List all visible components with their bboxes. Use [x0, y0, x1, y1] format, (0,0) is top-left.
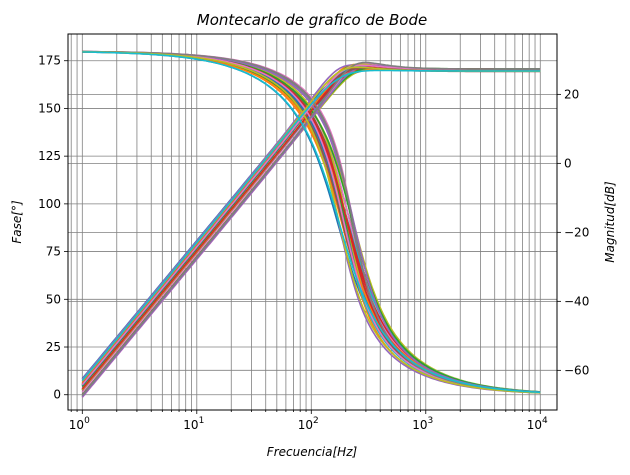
- y-left-tick-label: 75: [46, 245, 61, 259]
- tick-group: 0 25 50 75 100 125 150 175 −60 −40 −20 0 20 100 101 102…: [38, 54, 589, 432]
- y-right-tick-label: −60: [564, 363, 589, 377]
- x-tick-label: 103: [412, 416, 433, 432]
- y-right-tick-label: −40: [564, 294, 589, 308]
- y-left-tick-label: 150: [38, 101, 61, 115]
- y-left-tick-label: 0: [53, 388, 61, 402]
- x-tick-label: 104: [527, 416, 548, 432]
- x-tick-label: 102: [298, 416, 319, 432]
- phase-series-line: [82, 50, 541, 394]
- x-axis-label: Frecuencia[Hz]: [267, 445, 358, 459]
- y-left-tick-label: 175: [38, 54, 61, 68]
- x-tick-label: 100: [69, 416, 90, 432]
- y-left-tick-label: 100: [38, 197, 61, 211]
- y-left-axis-label: Fase[°]: [10, 200, 24, 244]
- series-group: [81, 50, 541, 398]
- plot-frame: [67, 33, 558, 411]
- y-left-tick-label: 25: [46, 340, 61, 354]
- y-right-tick-label: 20: [564, 87, 579, 101]
- y-right-tick-label: −20: [564, 225, 589, 239]
- y-right-tick-label: 0: [564, 156, 572, 170]
- magnitude-series-line: [81, 69, 541, 382]
- y-right-axis-label: Magnitud[dB]: [603, 181, 617, 263]
- y-left-tick-label: 50: [46, 292, 61, 306]
- magnitude-series-line: [81, 61, 541, 397]
- phase-series-line: [82, 51, 541, 394]
- chart-title: Montecarlo de grafico de Bode: [197, 11, 427, 29]
- x-tick-label: 101: [183, 416, 204, 432]
- grid: [68, 34, 557, 410]
- y-left-tick-label: 125: [38, 149, 61, 163]
